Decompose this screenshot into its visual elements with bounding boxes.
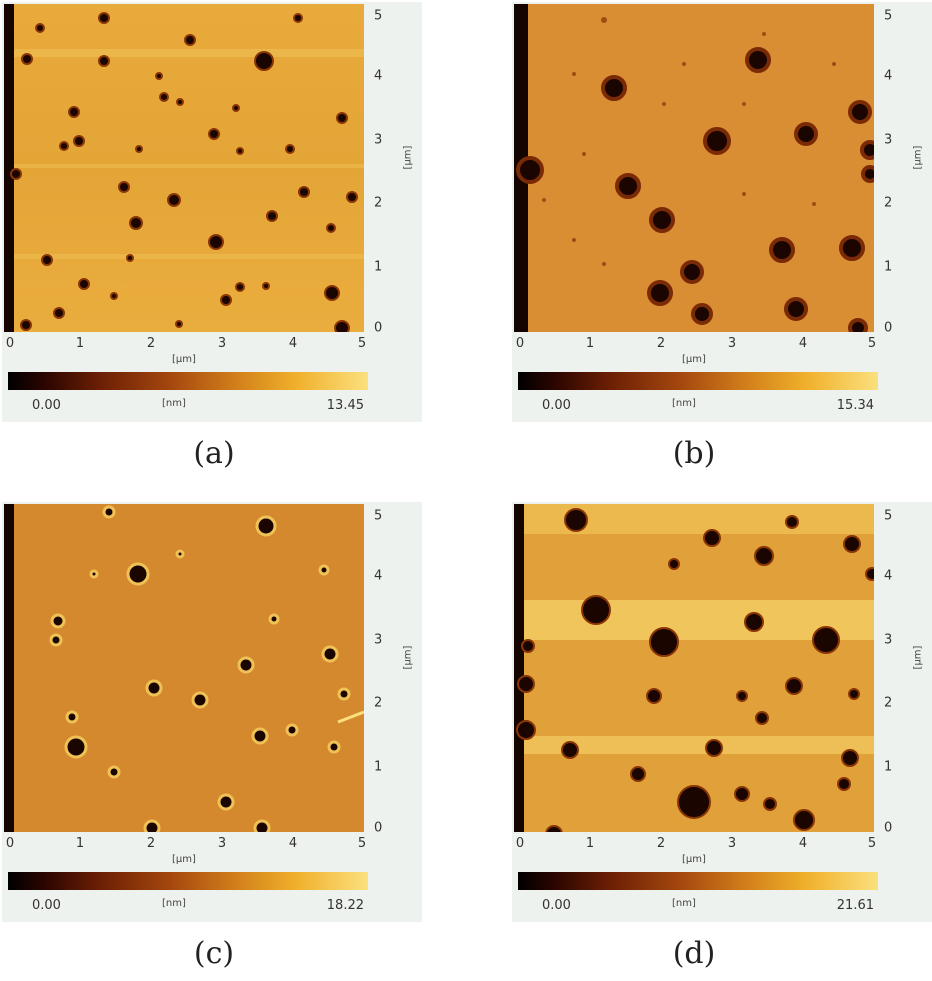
x-axis-unit: [µm]	[682, 854, 706, 865]
y-axis-unit: [µm]	[912, 145, 924, 170]
colorbar-unit-label: [nm]	[162, 398, 186, 409]
panel-caption-b: (b)	[672, 436, 716, 471]
x-tick-label: 5	[867, 836, 877, 851]
x-axis-unit: [µm]	[172, 854, 196, 865]
x-tick-label: 5	[357, 336, 367, 351]
pit-group	[516, 508, 874, 832]
afm-panel-a: 0 1 2 3 4 5 5 4 3 2 1 0 [µm] [µm] 0.00 […	[2, 2, 422, 422]
y-tick-label: 5	[374, 508, 383, 524]
colorbar-unit-label: [nm]	[672, 398, 696, 409]
y-tick-label: 1	[374, 259, 383, 275]
x-axis-unit: [µm]	[682, 354, 706, 365]
x-tick-label: 5	[357, 836, 367, 851]
y-tick-label: 0	[884, 820, 893, 836]
x-tick-label: 2	[656, 336, 666, 351]
pit-group	[10, 12, 358, 332]
scan-edge	[4, 4, 14, 332]
scan-edge	[514, 504, 524, 832]
y-tick-label: 0	[374, 320, 383, 336]
colorbar-min-label: 0.00	[542, 398, 571, 413]
y-tick-label: 2	[374, 695, 383, 711]
y-tick-label: 5	[884, 508, 893, 524]
x-tick-label: 5	[867, 336, 877, 351]
surface-background	[4, 504, 364, 832]
scan-edge	[4, 504, 14, 832]
x-tick-label: 0	[5, 336, 15, 351]
height-colorbar	[518, 372, 878, 390]
colorbar-max-label: 21.61	[836, 898, 874, 913]
afm-height-map	[4, 4, 364, 332]
x-tick-label: 1	[585, 836, 595, 851]
height-colorbar	[518, 872, 878, 890]
colorbar-max-label: 18.22	[326, 898, 364, 913]
panel-caption-c: (c)	[193, 936, 235, 971]
afm-panel-c: 0 1 2 3 4 5 5 4 3 2 1 0 [µm] [µm] 0.00 […	[2, 502, 422, 922]
colorbar-max-label: 15.34	[836, 398, 874, 413]
height-colorbar	[8, 872, 368, 890]
y-tick-label: 3	[374, 132, 383, 148]
y-tick-label: 5	[884, 8, 893, 24]
small-pit-group	[542, 17, 836, 266]
colorbar-min-label: 0.00	[32, 898, 61, 913]
y-tick-label: 0	[884, 320, 893, 336]
y-tick-label: 0	[374, 820, 383, 836]
x-tick-label: 2	[146, 336, 156, 351]
y-tick-label: 5	[374, 8, 383, 24]
x-axis-unit: [µm]	[172, 354, 196, 365]
x-tick-label: 0	[5, 836, 15, 851]
x-tick-label: 4	[798, 336, 808, 351]
pit-group	[49, 505, 351, 832]
colorbar-unit-label: [nm]	[672, 898, 696, 909]
x-tick-label: 4	[288, 336, 298, 351]
colorbar-min-label: 0.00	[32, 398, 61, 413]
y-tick-label: 3	[884, 132, 893, 148]
colorbar-max-label: 13.45	[326, 398, 364, 413]
x-tick-label: 3	[727, 836, 737, 851]
pit-group	[516, 47, 874, 332]
y-tick-label: 3	[884, 632, 893, 648]
x-tick-label: 2	[656, 836, 666, 851]
x-tick-label: 1	[585, 336, 595, 351]
x-tick-label: 2	[146, 836, 156, 851]
height-colorbar	[8, 372, 368, 390]
y-tick-label: 3	[374, 632, 383, 648]
afm-height-map	[514, 4, 874, 332]
x-tick-label: 4	[288, 836, 298, 851]
y-tick-label: 1	[884, 759, 893, 775]
y-tick-label: 1	[374, 759, 383, 775]
x-tick-label: 3	[217, 836, 227, 851]
colorbar-min-label: 0.00	[542, 898, 571, 913]
panel-caption-a: (a)	[193, 436, 235, 471]
y-axis-unit: [µm]	[402, 645, 414, 670]
colorbar-unit-label: [nm]	[162, 898, 186, 909]
y-tick-label: 4	[374, 68, 383, 84]
x-tick-label: 1	[75, 836, 85, 851]
y-tick-label: 2	[374, 195, 383, 211]
afm-panel-b: 0 1 2 3 4 5 5 4 3 2 1 0 [µm] [µm] 0.00 […	[512, 2, 932, 422]
afm-panel-d: 0 1 2 3 4 5 5 4 3 2 1 0 [µm] [µm] 0.00 […	[512, 502, 932, 922]
y-tick-label: 1	[884, 259, 893, 275]
surface-background	[514, 504, 874, 832]
y-tick-label: 4	[374, 568, 383, 584]
panel-caption-d: (d)	[672, 936, 716, 971]
afm-height-map	[514, 504, 874, 832]
x-tick-label: 1	[75, 336, 85, 351]
afm-height-map	[4, 504, 364, 832]
y-tick-label: 2	[884, 695, 893, 711]
y-tick-label: 2	[884, 195, 893, 211]
x-tick-label: 3	[727, 336, 737, 351]
y-axis-unit: [µm]	[912, 645, 924, 670]
x-tick-label: 3	[217, 336, 227, 351]
x-tick-label: 0	[515, 336, 525, 351]
y-axis-unit: [µm]	[402, 145, 414, 170]
y-tick-label: 4	[884, 68, 893, 84]
y-tick-label: 4	[884, 568, 893, 584]
x-tick-label: 0	[515, 836, 525, 851]
x-tick-label: 4	[798, 836, 808, 851]
